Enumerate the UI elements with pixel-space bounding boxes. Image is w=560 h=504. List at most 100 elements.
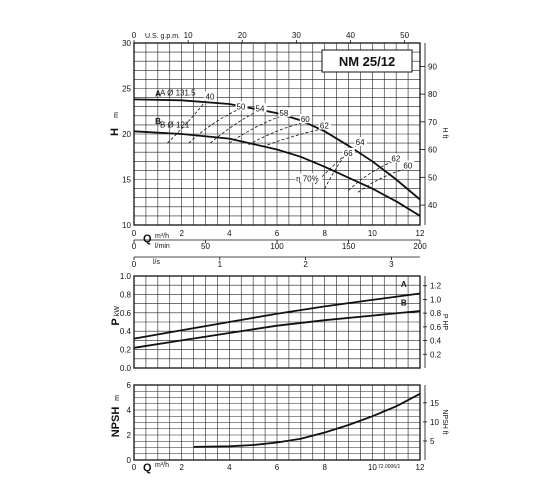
y-tick-label: 10	[122, 221, 131, 230]
efficiency-label-bg	[299, 114, 312, 124]
efficiency-label-bg	[295, 173, 323, 183]
head-curve-b	[133, 130, 421, 217]
x-tick-label: 10	[368, 229, 377, 238]
power-curve-marker: A	[401, 280, 407, 289]
ls-tick-label: 1	[218, 260, 223, 269]
top-axis-title: U.S. g.p.m.	[145, 33, 180, 40]
efficiency-label-bg	[342, 147, 355, 157]
power-right-tick-label: 0.2	[430, 350, 442, 359]
power-right-axis-title: P HP	[441, 314, 448, 331]
curve-marker-label: A	[155, 90, 161, 99]
npsh-y-tick-label: 4	[127, 406, 132, 415]
efficiency-isoline	[229, 116, 280, 144]
lmin-tick-label: 100	[270, 242, 284, 251]
head-curve-label: A Ø 131.5	[160, 88, 196, 97]
power-y-axis-title: P	[110, 318, 122, 325]
efficiency-label: 58	[279, 109, 288, 118]
curve-marker-label: B	[155, 117, 161, 126]
y-tick-label: 15	[122, 176, 131, 185]
lmin-tick-label: 0	[132, 242, 137, 251]
y-axis-unit: m	[113, 112, 120, 118]
lmin-tick-label: 150	[342, 242, 356, 251]
efficiency-label-bg	[318, 120, 331, 130]
npsh-y-axis-title: NPSH	[110, 407, 122, 438]
npsh-y-tick-label: 6	[127, 381, 132, 390]
npsh-x-tick-label: 12	[416, 463, 425, 472]
efficiency-label: 62	[391, 154, 400, 163]
ls-tick-label: 2	[303, 260, 308, 269]
lmin-axis-title: l/min	[155, 243, 170, 250]
x-tick-label: 2	[179, 229, 184, 238]
efficiency-isoline	[167, 100, 206, 144]
head-curve-label: B Ø 121	[160, 120, 190, 129]
efficiency-label: 40	[206, 92, 215, 101]
power-right-tick-label: 0.6	[430, 323, 442, 332]
power-y-tick-label: 0.0	[120, 364, 132, 373]
npsh-right-tick-label: 5	[430, 437, 435, 446]
efficiency-isoline	[210, 111, 256, 144]
efficiency-label: 64	[356, 138, 365, 147]
lmin-tick-label: 200	[413, 242, 427, 251]
npsh-x-axis-unit: m³/h	[155, 462, 169, 469]
head-curve-a	[133, 98, 421, 201]
ls-tick-label: 3	[389, 260, 394, 269]
top-tick-label: 20	[238, 31, 247, 40]
y-right-tick-label: 70	[428, 118, 437, 127]
power-y-tick-label: 1.0	[120, 272, 132, 281]
efficiency-label: 60	[301, 115, 310, 124]
power-curve-a	[133, 292, 421, 340]
x-tick-label: 6	[275, 229, 280, 238]
efficiency-isoline	[248, 122, 301, 146]
power-y-tick-label: 0.2	[120, 346, 132, 355]
power-y-axis-unit: kW	[114, 306, 121, 317]
npsh-right-axis-title: NPSH ft	[441, 409, 448, 434]
ls-axis-title: l/s	[153, 259, 161, 266]
top-tick-label: 40	[346, 31, 355, 40]
x-axis-unit: m³/h	[155, 233, 169, 240]
x-tick-label: 8	[322, 229, 327, 238]
y-right-tick-label: 60	[428, 146, 437, 155]
npsh-x-tick-label: 10	[368, 463, 377, 472]
top-tick-label: 10	[184, 31, 193, 40]
x-axis-title: Q	[143, 233, 152, 245]
npsh-right-tick-label: 10	[430, 418, 439, 427]
top-tick-label: 50	[400, 31, 409, 40]
lmin-tick-label: 50	[201, 242, 210, 251]
power-y-tick-label: 0.4	[120, 327, 132, 336]
npsh-y-tick-label: 0	[127, 456, 132, 465]
y-right-tick-label: 50	[428, 173, 437, 182]
efficiency-label: 50	[236, 102, 245, 111]
npsh-x-tick-label: 4	[227, 463, 232, 472]
plot-frame-power	[133, 275, 421, 369]
plot-frame-npsh	[133, 384, 421, 461]
efficiency-label: 54	[256, 104, 265, 113]
y-right-tick-label: 80	[428, 90, 437, 99]
y-tick-label: 30	[122, 39, 131, 48]
npsh-x-axis-title: Q	[143, 462, 152, 474]
npsh-y-tick-label: 2	[127, 431, 132, 440]
npsh-x-tick-label: 0	[132, 463, 137, 472]
npsh-x-tick-label: 2	[179, 463, 184, 472]
title-box	[321, 49, 413, 73]
power-y-tick-label: 0.6	[120, 309, 132, 318]
power-y-tick-label: 0.8	[120, 290, 132, 299]
efficiency-isoline	[357, 169, 404, 193]
power-curve-marker: B	[401, 298, 407, 307]
efficiency-label: 62	[320, 122, 329, 131]
watermark-code: 72.0006/1	[378, 464, 400, 470]
power-right-tick-label: 0.8	[430, 309, 442, 318]
y-right-tick-label: 40	[428, 201, 437, 210]
power-right-tick-label: 0.4	[430, 337, 442, 346]
efficiency-label-bg	[254, 103, 267, 113]
efficiency-label-bg	[402, 160, 415, 170]
npsh-right-tick-label: 15	[430, 399, 439, 408]
efficiency-label-bg	[235, 101, 248, 111]
efficiency-label-bg	[354, 136, 367, 146]
power-curve-b	[133, 310, 421, 349]
efficiency-label-bg	[204, 91, 217, 101]
npsh-x-tick-label: 6	[275, 463, 280, 472]
efficiency-isoline	[262, 129, 320, 148]
chart-title: NM 25/12	[339, 54, 395, 69]
y-axis-title: H	[109, 128, 121, 136]
